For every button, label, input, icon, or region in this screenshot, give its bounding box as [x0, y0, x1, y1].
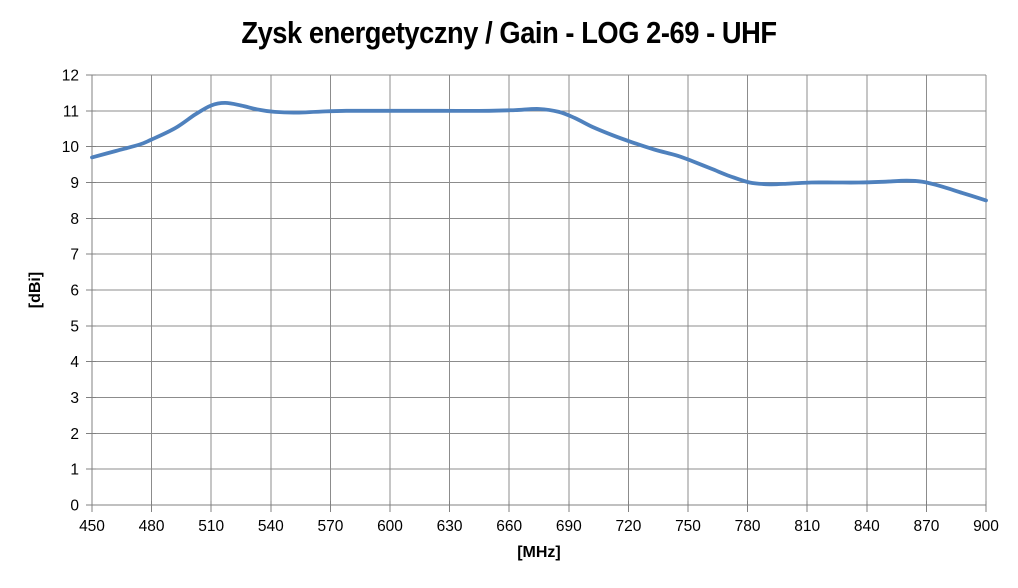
x-axis-title: [MHz]	[517, 544, 561, 561]
chart-title: Zysk energetyczny / Gain - LOG 2-69 - UH…	[241, 15, 777, 50]
x-tick-label: 450	[79, 518, 105, 535]
gridlines	[91, 74, 987, 506]
axes	[86, 74, 987, 512]
y-tick-label: 6	[70, 283, 79, 300]
x-tick-label: 750	[675, 518, 701, 535]
x-tick-label: 510	[198, 518, 224, 535]
x-tick-label: 780	[735, 518, 761, 535]
y-tick-label: 7	[70, 247, 79, 264]
x-tick-label: 630	[437, 518, 463, 535]
y-tick-label: 9	[70, 175, 79, 192]
x-tick-label: 870	[913, 518, 939, 535]
y-tick-label: 2	[70, 426, 79, 443]
y-tick-label: 4	[70, 354, 79, 371]
y-tick-label: 3	[70, 390, 79, 407]
y-tick-label: 8	[70, 211, 79, 228]
y-axis-title: [dBi]	[27, 271, 44, 309]
y-tick-label: 1	[70, 462, 79, 479]
y-tick-label: 5	[70, 318, 79, 335]
x-tick-label: 660	[496, 518, 522, 535]
x-tick-label: 600	[377, 518, 403, 535]
x-tick-label: 840	[854, 518, 880, 535]
x-tick-label: 810	[794, 518, 820, 535]
x-tick-label: 480	[139, 518, 165, 535]
x-tick-label: 540	[258, 518, 284, 535]
x-tick-label: 570	[317, 518, 343, 535]
x-tick-label: 900	[973, 518, 999, 535]
gain-series-line	[90, 101, 988, 203]
x-tick-label: 720	[615, 518, 641, 535]
y-tick-label: 11	[63, 103, 79, 120]
y-tick-label: 10	[62, 139, 80, 156]
y-tick-label: 0	[70, 498, 79, 515]
x-tick-label: 690	[556, 518, 582, 535]
y-tick-label: 12	[62, 68, 79, 85]
tick-labels: 450 480 510 540 570 600 630 660 690 720 750 780 810 8…	[62, 68, 1000, 536]
